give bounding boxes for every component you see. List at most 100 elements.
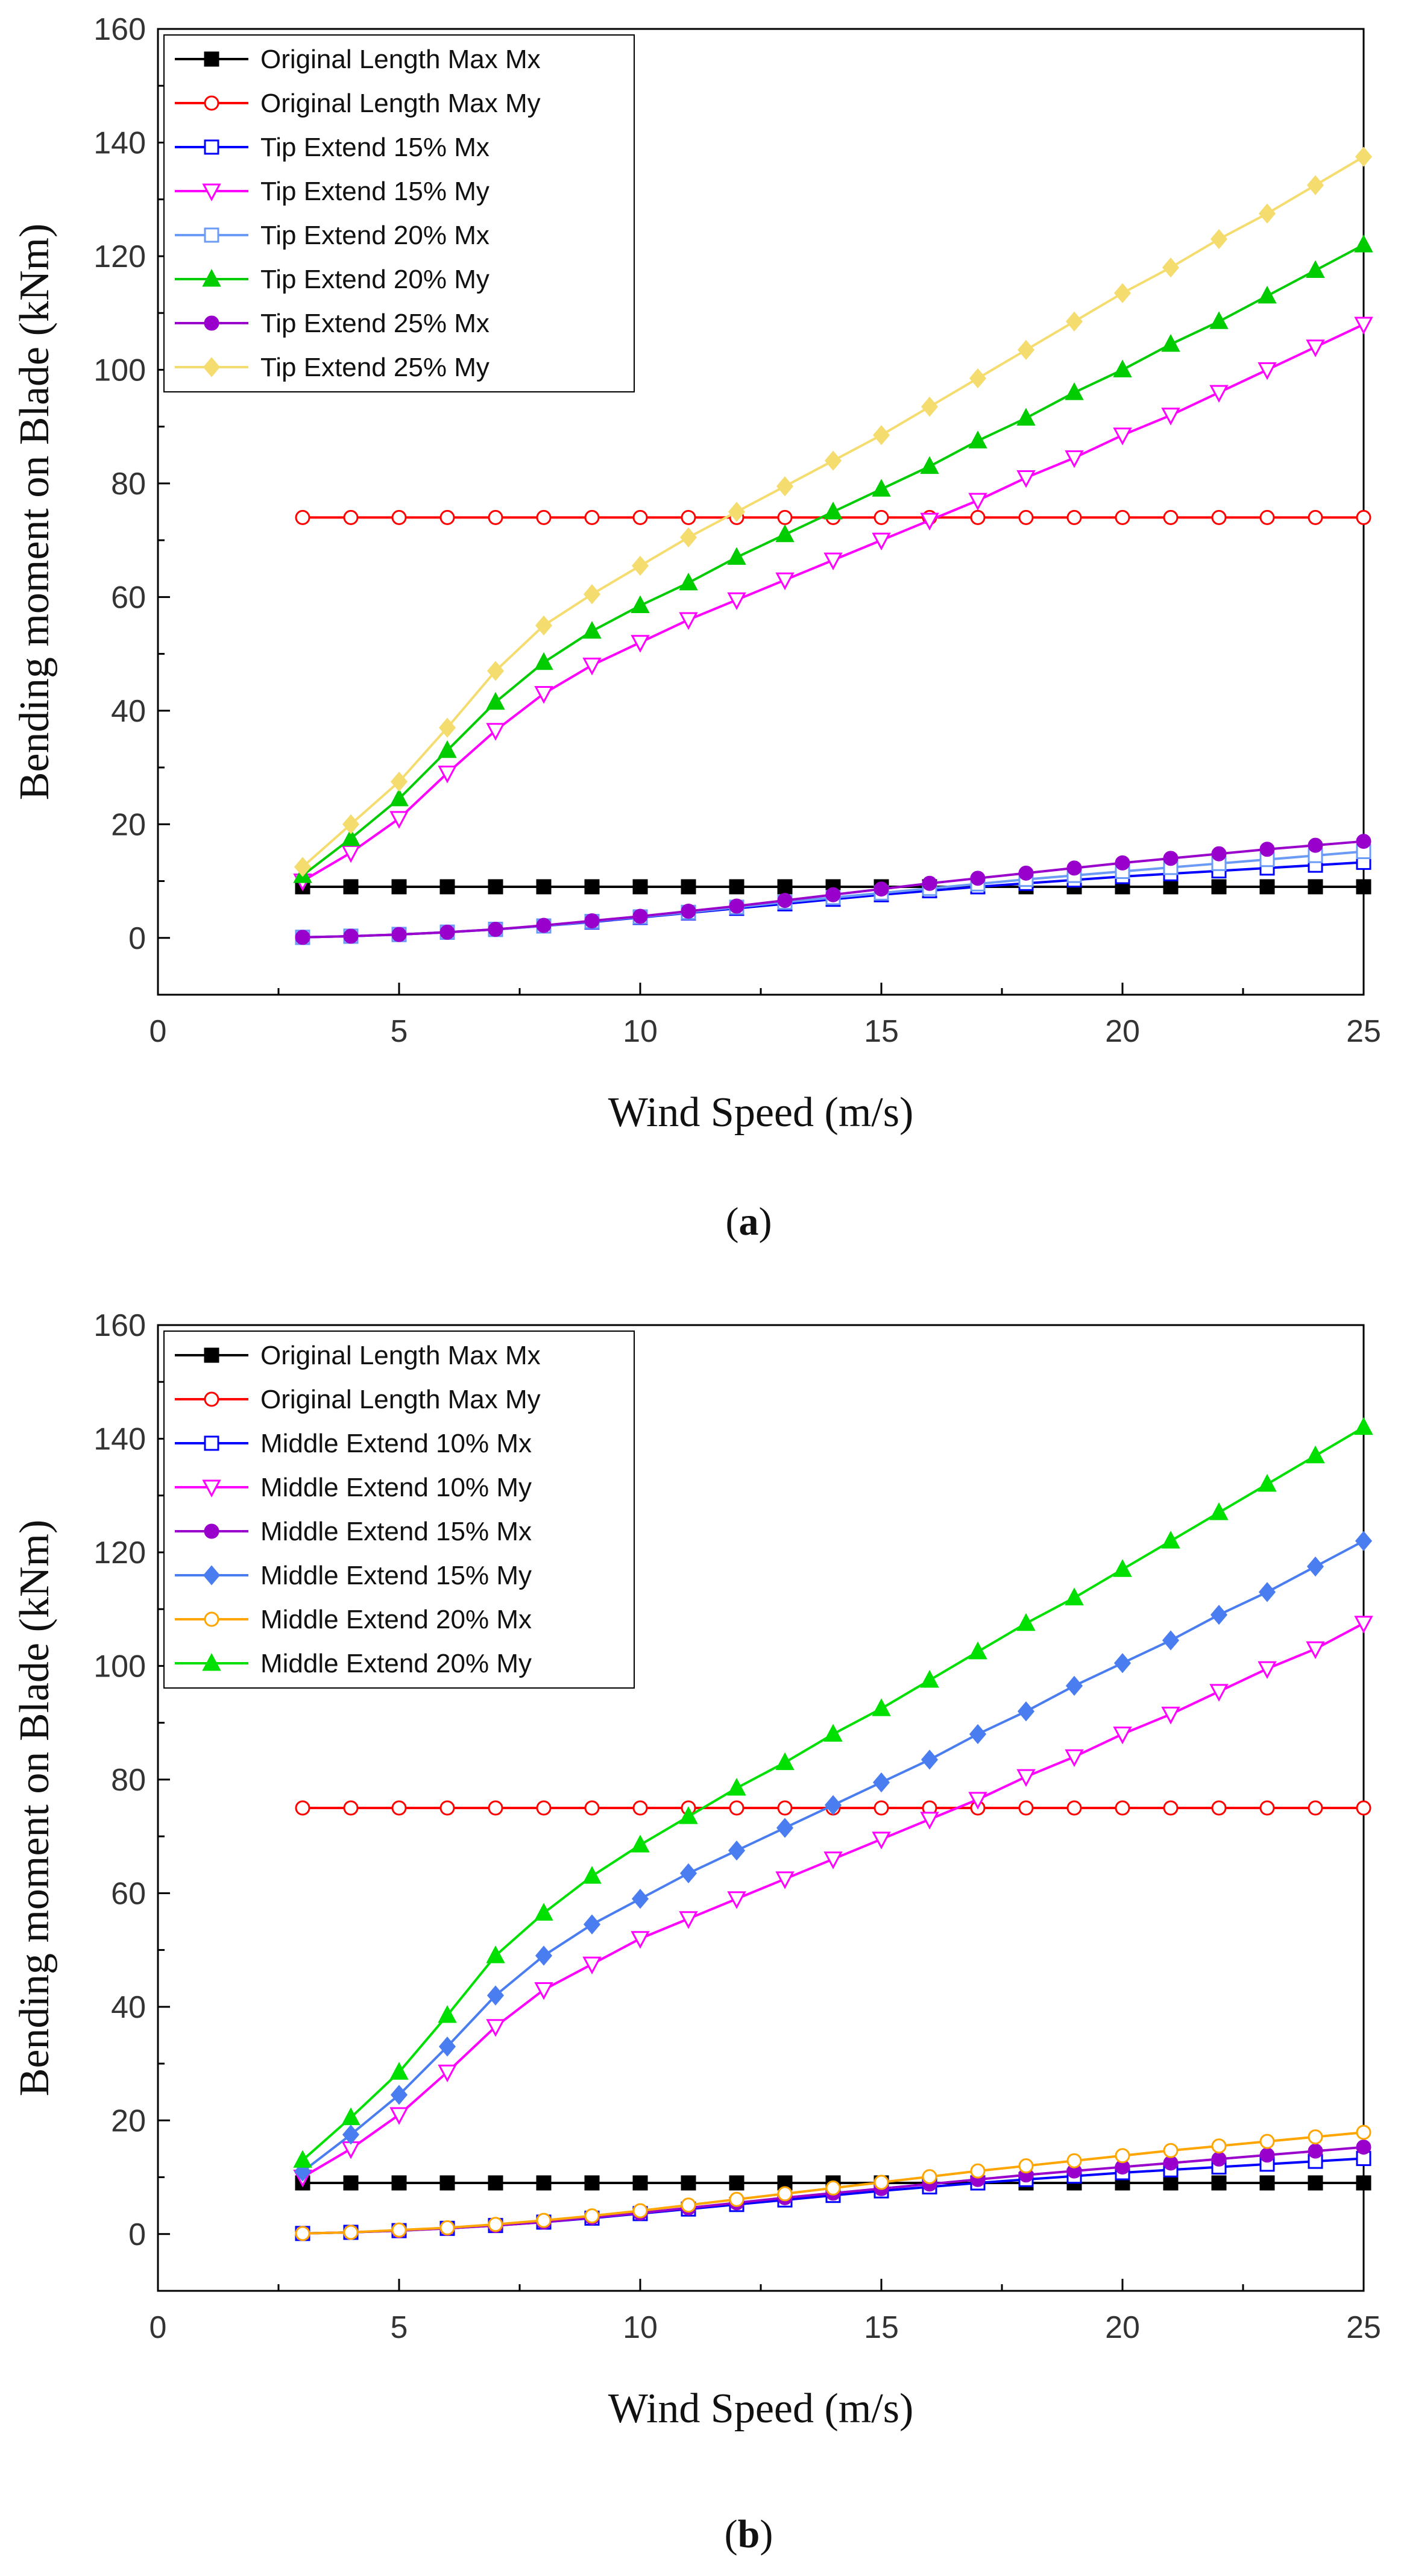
data-point [920, 512, 939, 531]
data-point [632, 909, 648, 924]
data-point [632, 509, 648, 525]
data-point [776, 476, 794, 497]
data-point [970, 509, 986, 525]
y-tick-label: 160 [93, 12, 146, 47]
data-point [824, 1795, 842, 1815]
data-point [1306, 260, 1325, 278]
data-point [872, 1831, 891, 1850]
data-point [1210, 229, 1228, 250]
data-point [1259, 2134, 1275, 2149]
data-point [681, 2175, 696, 2191]
data-point [679, 1863, 697, 1883]
data-point [389, 788, 409, 807]
data-point [390, 2085, 408, 2105]
legend-marker [204, 51, 219, 67]
data-point [968, 430, 987, 449]
legend-entry: Middle Extend 15% Mx [175, 1517, 532, 1546]
data-point [1065, 382, 1084, 400]
y-tick-label: 40 [111, 694, 146, 729]
data-point [777, 893, 793, 909]
legend-label: Tip Extend 15% Mx [260, 133, 490, 162]
legend-entry: Original Length Max My [175, 89, 541, 118]
data-point [584, 879, 600, 895]
y-tick-label: 20 [111, 807, 146, 842]
data-point [631, 555, 649, 576]
legend: Original Length Max Mx Original Length Ma… [163, 34, 635, 392]
caption: (a) [726, 1200, 772, 1244]
chart-b: 0 5 10 15 20 25 0 20 40 60 80 100 120 140 160 Wind Spee… [11, 1308, 1381, 2556]
x-tick-label: 0 [150, 2310, 167, 2345]
data-point [1161, 1707, 1180, 1725]
caption-close-paren: ) [760, 2512, 773, 2556]
data-point [825, 887, 841, 902]
data-point [1210, 1604, 1228, 1625]
caption-letter: b [738, 2512, 760, 2556]
data-point [728, 1841, 746, 1861]
data-point [1113, 359, 1132, 377]
data-point [1258, 362, 1277, 380]
data-point [1162, 1630, 1180, 1651]
data-point [389, 2107, 409, 2125]
y-tick-label: 100 [93, 353, 146, 388]
data-point [1355, 146, 1373, 167]
x-tick-label: 10 [623, 2310, 658, 2345]
data-point [631, 1834, 650, 1853]
data-point [1018, 509, 1034, 525]
x-tick-label: 5 [391, 1014, 408, 1049]
data-point [1065, 1749, 1084, 1768]
data-point [729, 879, 745, 895]
data-point [1259, 1800, 1275, 1816]
y-tick-label: 100 [93, 1649, 146, 1684]
data-point [1115, 509, 1130, 525]
data-point [438, 765, 457, 784]
data-point [390, 771, 408, 792]
data-point [1356, 834, 1371, 849]
data-point [1115, 1800, 1130, 1816]
data-point [293, 2150, 312, 2168]
data-point [1258, 203, 1276, 224]
data-point [1356, 2124, 1371, 2140]
data-point [727, 1778, 746, 1796]
data-point [534, 1982, 553, 2000]
data-point [1209, 385, 1229, 403]
data-point [488, 2217, 503, 2232]
data-point [294, 857, 312, 877]
data-point [679, 1806, 698, 1824]
data-point [1115, 855, 1130, 871]
data-point [968, 1792, 987, 1810]
series-tip-extend-25-my [294, 146, 1373, 877]
data-point [1308, 1800, 1323, 1816]
data-point [438, 2064, 457, 2083]
data-point [1356, 1800, 1371, 1816]
legend-label: Original Length Max My [260, 1385, 541, 1414]
data-point [872, 479, 891, 497]
data-point [1356, 2140, 1371, 2155]
data-point [920, 1670, 939, 1688]
data-point [534, 1903, 553, 1921]
legend-marker [204, 1611, 219, 1627]
data-point [872, 1772, 890, 1793]
data-point [486, 661, 505, 681]
caption-open-paren: ( [726, 1200, 739, 1244]
data-point [488, 922, 503, 937]
y-tick-label: 80 [111, 1763, 146, 1798]
data-point [1259, 509, 1275, 525]
series-middle-extend-20-mx [295, 2124, 1371, 2241]
data-point [1065, 1675, 1083, 1696]
y-tick-label: 60 [111, 1876, 146, 1911]
data-point [391, 927, 407, 942]
data-point [486, 691, 505, 710]
data-point [1161, 1531, 1180, 1549]
data-point [391, 1800, 407, 1816]
data-point [486, 1985, 505, 2006]
data-point [536, 509, 552, 525]
x-tick-label: 25 [1346, 1014, 1381, 1049]
data-point [342, 2124, 360, 2145]
data-point [729, 2191, 745, 2207]
legend-entry: Tip Extend 25% Mx [175, 309, 490, 338]
legend-label: Tip Extend 15% My [260, 177, 490, 206]
legend-entry: Middle Extend 10% My [175, 1473, 532, 1502]
data-point [295, 509, 310, 525]
data-point [1163, 879, 1179, 895]
